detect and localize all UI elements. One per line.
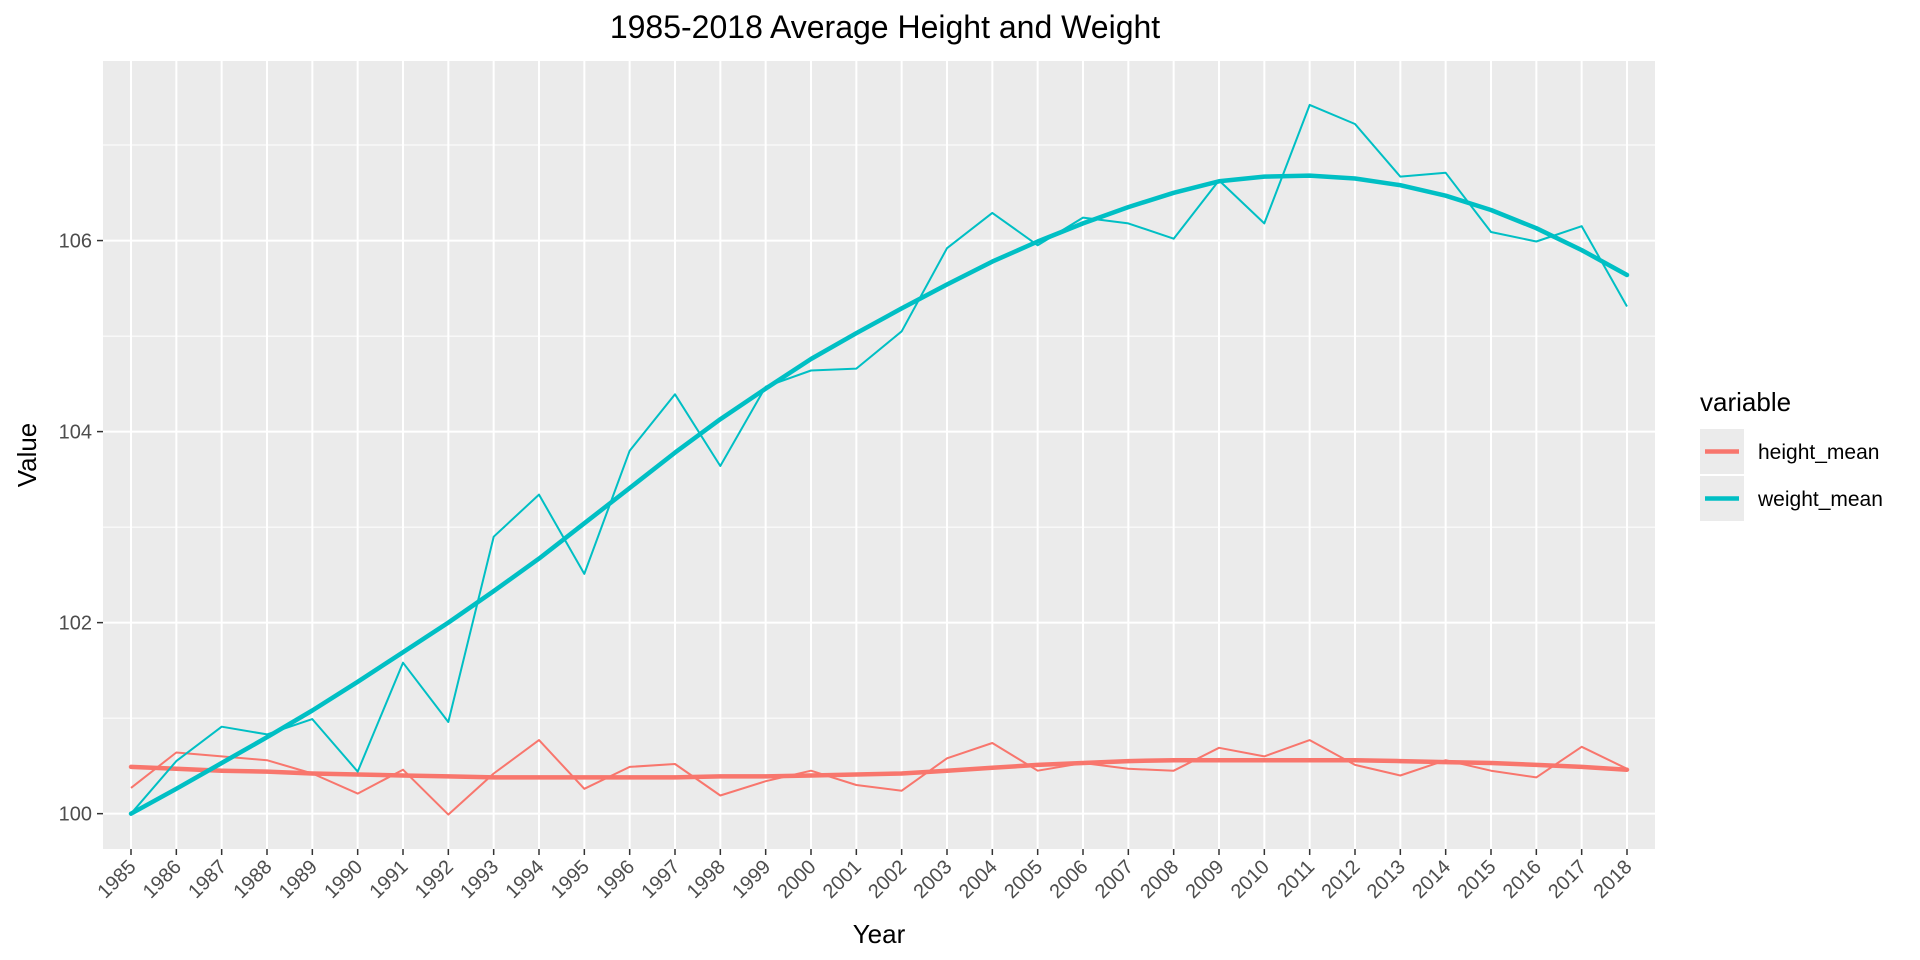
x-tick-label: 2002 bbox=[864, 856, 911, 903]
grid-lines bbox=[103, 61, 1655, 849]
x-tick-label: 1996 bbox=[592, 856, 639, 903]
x-tick-label: 2004 bbox=[955, 856, 1002, 903]
x-tick-label: 2010 bbox=[1227, 856, 1274, 903]
x-tick-label: 1991 bbox=[366, 856, 413, 903]
legend-items: height_mean weight_mean bbox=[1700, 429, 1883, 521]
x-tick-label: 1988 bbox=[230, 856, 277, 903]
legend-title: variable bbox=[1700, 387, 1791, 417]
plot-panel bbox=[103, 61, 1655, 849]
x-tick-label: 2018 bbox=[1590, 856, 1637, 903]
x-tick-label: 2005 bbox=[1000, 856, 1047, 903]
y-tick-label: 106 bbox=[59, 231, 92, 253]
height-mean-trend-line bbox=[128, 757, 1630, 780]
x-tick-label: 2003 bbox=[910, 856, 957, 903]
x-tick-label: 1993 bbox=[456, 856, 503, 903]
x-tick-label: 2006 bbox=[1046, 856, 1093, 903]
y-axis-title: Value bbox=[12, 423, 42, 488]
x-tick-label: 2001 bbox=[819, 856, 866, 903]
x-tick-label: 1985 bbox=[94, 856, 141, 903]
x-tick-label: 2013 bbox=[1363, 856, 1410, 903]
x-tick-label: 2017 bbox=[1544, 856, 1591, 903]
axis-ticks bbox=[97, 239, 1628, 855]
x-tick-label: 2008 bbox=[1136, 856, 1183, 903]
x-tick-label: 1998 bbox=[683, 856, 730, 903]
x-tick-label: 1990 bbox=[320, 856, 367, 903]
x-tick-label: 1987 bbox=[184, 856, 231, 903]
weight-mean-line bbox=[130, 103, 1628, 815]
x-tick-label: 1986 bbox=[139, 856, 186, 903]
x-tick-label: 2015 bbox=[1454, 856, 1501, 903]
series-layer bbox=[128, 103, 1630, 816]
x-tick-label: 2011 bbox=[1273, 856, 1319, 902]
x-tick-label: 1995 bbox=[547, 856, 594, 903]
height-mean-legend-label: height_mean bbox=[1758, 441, 1879, 464]
chart-title: 1985-2018 Average Height and Weight bbox=[610, 9, 1160, 45]
x-tick-label: 2009 bbox=[1182, 856, 1229, 903]
x-tick-label: 2014 bbox=[1408, 856, 1455, 903]
weight-mean-legend-label: weight_mean bbox=[1757, 488, 1883, 511]
x-tick-label: 2016 bbox=[1499, 856, 1546, 903]
x-tick-label: 1999 bbox=[728, 856, 775, 903]
y-tick-label: 102 bbox=[59, 613, 92, 635]
y-tick-label: 100 bbox=[59, 804, 92, 826]
weight-mean-trend-line bbox=[128, 173, 1630, 816]
legend: variable height_mean weight_mean bbox=[1700, 387, 1883, 521]
x-tick-label: 1997 bbox=[638, 856, 685, 903]
x-tick-label: 2012 bbox=[1318, 856, 1365, 903]
x-tick-label: 1994 bbox=[502, 856, 549, 903]
height-mean-line bbox=[130, 739, 1628, 816]
x-tick-label: 1989 bbox=[275, 856, 322, 903]
x-tick-label: 2007 bbox=[1091, 856, 1138, 903]
y-tick-label: 104 bbox=[59, 422, 92, 444]
x-axis-title: Year bbox=[853, 919, 906, 949]
x-tick-label: 1992 bbox=[411, 856, 458, 903]
x-tick-label: 2000 bbox=[774, 856, 821, 903]
